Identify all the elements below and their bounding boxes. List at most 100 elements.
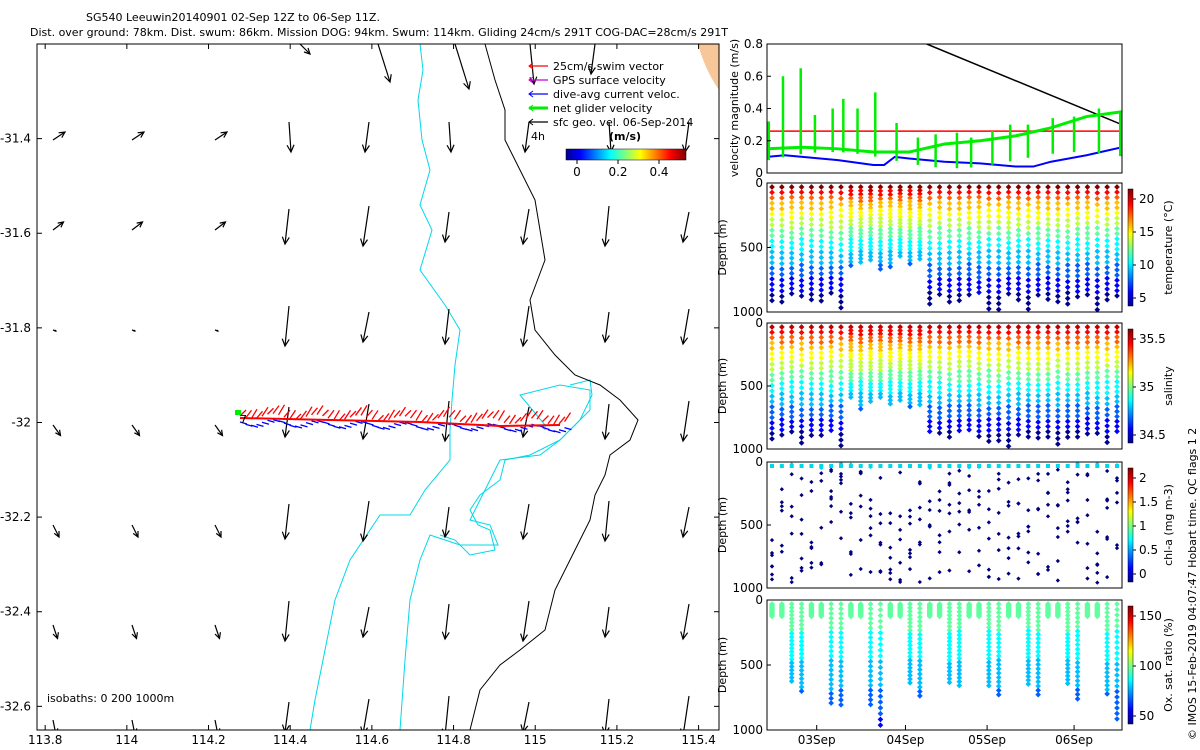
data-point bbox=[926, 212, 933, 218]
data-point bbox=[986, 356, 992, 363]
data-point bbox=[946, 601, 953, 607]
data-point bbox=[857, 370, 864, 377]
data-point bbox=[848, 330, 854, 337]
data-point bbox=[976, 239, 982, 246]
colorbar-tick-label: 1 bbox=[1139, 519, 1147, 533]
data-point bbox=[1084, 430, 1091, 437]
data-point bbox=[926, 273, 933, 279]
data-point bbox=[1035, 687, 1041, 694]
data-point bbox=[936, 184, 943, 190]
data-point bbox=[868, 506, 873, 511]
data-point bbox=[986, 389, 992, 396]
data-point bbox=[897, 207, 903, 213]
data-point bbox=[936, 281, 943, 288]
data-point bbox=[898, 560, 903, 565]
swim-vector bbox=[542, 415, 549, 423]
colorbar-tick-label: 20 bbox=[1139, 192, 1154, 206]
data-point bbox=[868, 533, 873, 538]
data-point bbox=[956, 189, 963, 196]
data-point bbox=[936, 334, 943, 340]
data-point bbox=[986, 632, 992, 638]
data-point bbox=[858, 504, 863, 509]
data-point bbox=[976, 345, 982, 351]
data-point bbox=[996, 510, 1001, 515]
current-vector bbox=[131, 221, 143, 231]
data-point bbox=[1025, 355, 1032, 362]
data-point bbox=[1035, 324, 1041, 330]
data-point bbox=[907, 604, 913, 611]
data-point bbox=[917, 640, 923, 647]
data-point bbox=[848, 344, 854, 350]
data-point bbox=[956, 358, 963, 365]
current-vector-dac bbox=[437, 423, 446, 427]
data-point bbox=[1075, 519, 1080, 524]
data-point bbox=[828, 638, 834, 645]
data-point bbox=[956, 682, 963, 689]
data-point bbox=[966, 204, 972, 211]
data-point bbox=[1035, 678, 1041, 685]
data-point bbox=[1114, 272, 1120, 278]
data-point bbox=[877, 231, 884, 237]
current-vector bbox=[524, 121, 530, 153]
data-point bbox=[976, 214, 982, 220]
current-vector bbox=[604, 311, 610, 343]
data-point bbox=[1045, 567, 1051, 572]
data-point bbox=[867, 341, 874, 348]
data-point bbox=[1035, 609, 1041, 616]
data-point bbox=[1104, 635, 1110, 642]
data-point bbox=[1064, 262, 1071, 268]
data-point bbox=[858, 464, 863, 468]
data-point bbox=[1094, 184, 1101, 190]
data-point bbox=[907, 250, 913, 256]
data-point bbox=[838, 346, 844, 353]
data-point bbox=[1094, 301, 1101, 307]
data-point bbox=[1064, 245, 1071, 252]
panel-colorbar bbox=[1127, 188, 1134, 307]
data-point bbox=[1065, 529, 1070, 534]
data-point bbox=[857, 205, 864, 212]
data-point bbox=[867, 377, 874, 384]
data-point bbox=[967, 488, 972, 493]
data-point bbox=[888, 570, 893, 576]
data-point bbox=[1064, 256, 1071, 263]
data-point bbox=[995, 242, 1002, 249]
data-point bbox=[1104, 605, 1110, 612]
data-point bbox=[897, 338, 903, 344]
data-point bbox=[1075, 472, 1080, 477]
data-point bbox=[1035, 340, 1041, 346]
data-point bbox=[897, 223, 903, 230]
colorbar-tick-label: 10 bbox=[1139, 258, 1154, 272]
data-point bbox=[788, 623, 795, 629]
data-point bbox=[1114, 672, 1120, 678]
data-point bbox=[917, 239, 923, 245]
data-point bbox=[946, 672, 953, 678]
data-point bbox=[857, 259, 864, 266]
data-point bbox=[788, 656, 795, 662]
data-point bbox=[1035, 276, 1041, 283]
current-vector bbox=[682, 506, 690, 538]
data-point bbox=[966, 397, 972, 404]
data-point bbox=[769, 254, 775, 261]
data-point bbox=[1025, 242, 1032, 249]
data-point bbox=[808, 259, 815, 265]
data-point bbox=[898, 464, 903, 468]
data-point bbox=[867, 327, 874, 334]
data-point bbox=[788, 209, 795, 216]
data-point bbox=[995, 609, 1002, 616]
data-point bbox=[1005, 290, 1012, 297]
data-point bbox=[818, 254, 825, 261]
data-point bbox=[1025, 604, 1032, 611]
data-point bbox=[857, 212, 864, 219]
data-point bbox=[986, 394, 992, 401]
data-point bbox=[779, 339, 785, 346]
data-point bbox=[1035, 271, 1041, 278]
data-point bbox=[1094, 207, 1101, 214]
data-point bbox=[857, 378, 864, 385]
data-point bbox=[1104, 434, 1110, 440]
data-point bbox=[966, 392, 972, 399]
data-point bbox=[1045, 514, 1051, 519]
data-point bbox=[1035, 627, 1041, 633]
data-point bbox=[1085, 513, 1090, 518]
data-point bbox=[798, 605, 805, 611]
data-point bbox=[848, 202, 854, 209]
